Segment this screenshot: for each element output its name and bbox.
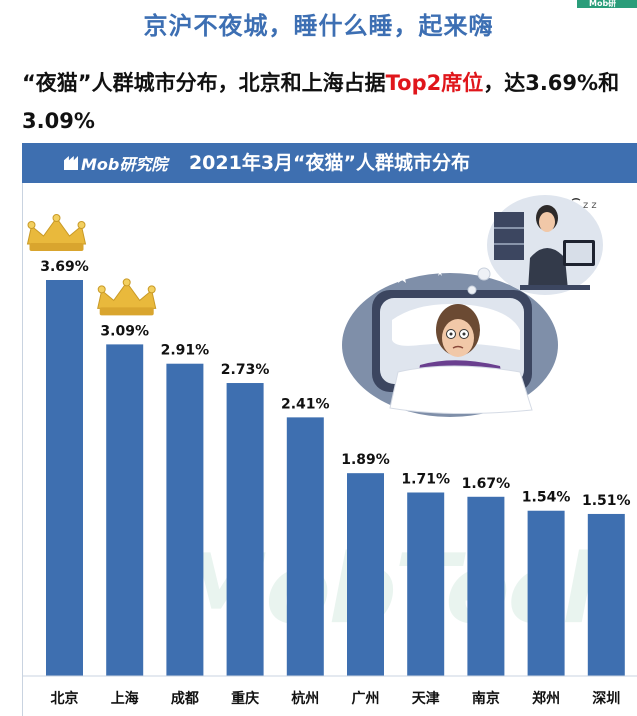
x-tick-label: 成都 <box>171 690 199 707</box>
page-title: 京沪不夜城，睡什么睡，起来嗨 <box>143 12 494 40</box>
bar-value-label: 2.41% <box>281 396 330 412</box>
chart-title: 2021年3月“夜猫”人群城市分布 <box>188 152 471 174</box>
x-tick-label: 深圳 <box>592 690 620 707</box>
bar-广州 <box>347 473 384 676</box>
x-tick-label: 重庆 <box>231 690 259 707</box>
mob-research-logo: Mob研究院 <box>64 151 167 175</box>
bar-value-label: 1.54% <box>522 490 571 506</box>
sleepless-person-illustration <box>342 266 558 417</box>
bar-value-label: 3.09% <box>100 323 149 339</box>
bar-value-label: 1.71% <box>401 471 450 487</box>
sleep-z-icon: z z <box>583 200 597 211</box>
bar-北京 <box>46 280 83 676</box>
subtitle-highlight: Top2席位 <box>385 71 484 95</box>
bar-重庆 <box>226 383 264 676</box>
x-tick-label: 广州 <box>352 690 380 707</box>
x-tick-label: 上海 <box>111 690 139 707</box>
subtitle-text-1: “夜猫”人群城市分布，北京和上海占据 <box>22 71 386 95</box>
bar-value-label: 3.69% <box>40 259 89 275</box>
bar-value-label: 1.67% <box>462 476 511 492</box>
bar-value-label: 2.73% <box>221 362 270 378</box>
crown-icon <box>26 214 87 251</box>
bar-上海 <box>106 344 144 676</box>
x-tick-label: 杭州 <box>291 690 319 707</box>
subtitle: “夜猫”人群城市分布，北京和上海占据Top2席位，达3.69%和3.09% <box>22 64 622 140</box>
bar-value-label: 2.91% <box>161 343 210 359</box>
bar-天津 <box>407 492 445 676</box>
corner-brand-logo: Mob研 <box>577 0 637 8</box>
x-tick-label: 北京 <box>51 690 79 707</box>
subtitle-text-2: ，达3.69%和3.09% <box>22 71 620 133</box>
bar-value-label: 1.89% <box>341 452 390 468</box>
x-tick-label: 天津 <box>412 690 440 707</box>
x-tick-label: 郑州 <box>532 690 560 707</box>
working-person-illustration: z z <box>487 195 603 295</box>
building-icon <box>64 156 78 170</box>
bar-杭州 <box>286 417 324 676</box>
bar-深圳 <box>587 513 625 676</box>
bar-南京 <box>467 496 505 676</box>
mob-research-logo-text: Mob研究院 <box>81 155 168 174</box>
bar-value-label: 1.51% <box>582 493 631 509</box>
crown-icon <box>97 278 157 316</box>
bars-layer: 3.69% 北京 3.09% 上海 2.91% 成都 2.73% 重庆 2.41% 杭州 1.89%… <box>22 214 637 707</box>
x-tick-label: 南京 <box>472 690 500 707</box>
chart-header-bar: 2021年3月“夜猫”人群城市分布 Mob研究院 <box>22 143 637 183</box>
bar-郑州 <box>527 510 565 676</box>
bar-成都 <box>166 363 204 676</box>
